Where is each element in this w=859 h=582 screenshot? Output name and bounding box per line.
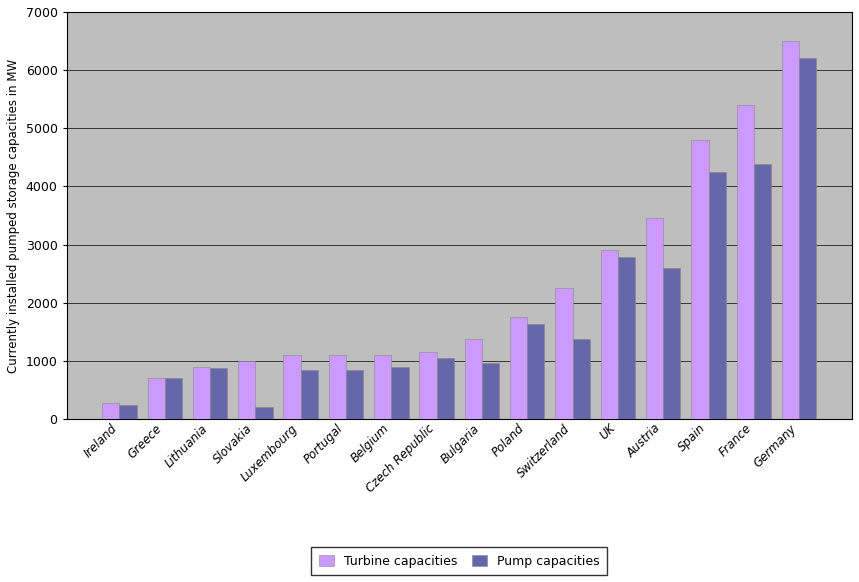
Bar [691, 140, 709, 419]
Bar [238, 361, 255, 419]
Legend: Turbine capacities, Pump capacities: Turbine capacities, Pump capacities [311, 548, 607, 576]
Bar [646, 218, 663, 419]
Bar [193, 367, 210, 419]
Bar [510, 317, 527, 419]
Bar [600, 250, 618, 419]
Bar [283, 355, 301, 419]
Bar [255, 407, 272, 419]
Bar [782, 41, 799, 419]
Bar [663, 268, 680, 419]
Bar [436, 358, 454, 419]
Bar [527, 324, 545, 419]
Bar [482, 363, 499, 419]
Bar [329, 355, 346, 419]
Bar [301, 370, 318, 419]
Bar [799, 58, 816, 419]
Bar [210, 368, 228, 419]
Bar [148, 378, 165, 419]
Bar [375, 355, 392, 419]
Bar [618, 257, 635, 419]
Bar [709, 172, 726, 419]
Bar [165, 378, 182, 419]
Bar [754, 164, 771, 419]
Bar [392, 367, 409, 419]
Bar [119, 404, 137, 419]
Y-axis label: Currently installed pumped storage capacities in MW: Currently installed pumped storage capac… [7, 58, 20, 372]
Bar [573, 339, 590, 419]
Bar [346, 370, 363, 419]
Bar [556, 288, 573, 419]
Bar [465, 339, 482, 419]
Bar [419, 352, 436, 419]
Bar [102, 403, 119, 419]
Bar [737, 105, 754, 419]
